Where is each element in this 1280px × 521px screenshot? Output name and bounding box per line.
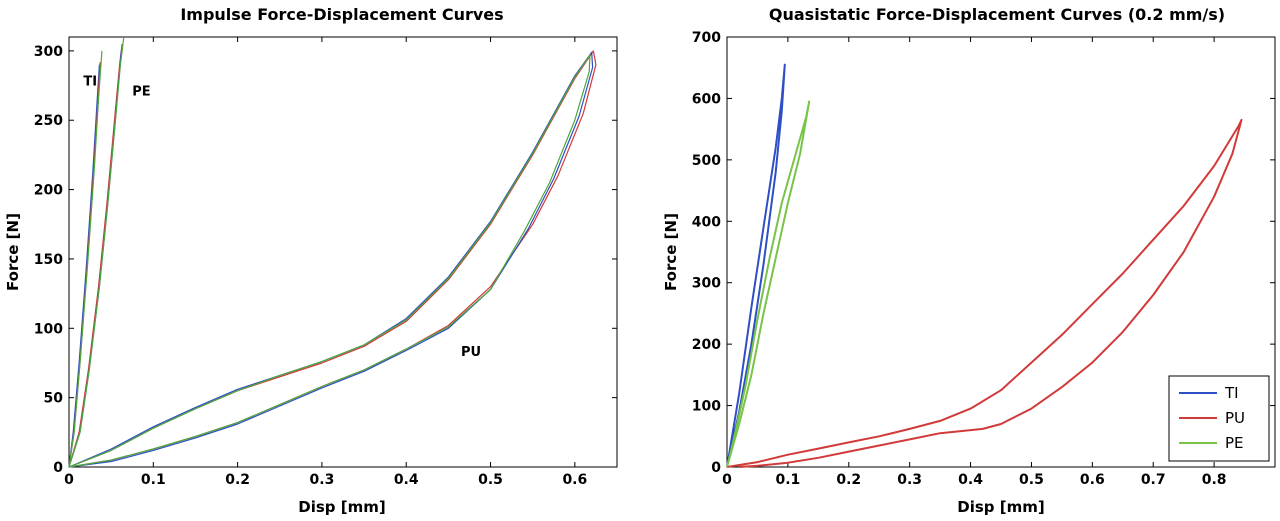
impulse-x-tick-label: 0.4	[394, 472, 419, 488]
quasistatic-y-tick-label: 500	[692, 153, 721, 169]
impulse-x-axis-label: Disp [mm]	[298, 498, 385, 516]
quasistatic-legend-label-ti: TI	[1224, 384, 1239, 402]
quasistatic-legend-label-pe: PE	[1225, 434, 1244, 452]
impulse-y-tick-label: 300	[34, 44, 63, 60]
quasistatic-x-tick-label: 0	[722, 472, 732, 488]
impulse-x-tick-label: 0.2	[225, 472, 250, 488]
impulse-annotation-ti: TI	[83, 75, 97, 90]
quasistatic-x-tick-label: 0.3	[897, 472, 922, 488]
impulse-x-tick-label: 0.5	[478, 472, 503, 488]
impulse-y-tick-label: 200	[34, 183, 63, 199]
quasistatic-y-tick-label: 100	[692, 399, 721, 415]
quasistatic-y-tick-label: 700	[692, 30, 721, 46]
quasistatic-x-tick-label: 0.6	[1080, 472, 1105, 488]
impulse-x-tick-label: 0	[64, 472, 74, 488]
quasistatic-series-pe-line	[726, 100, 811, 468]
quasistatic-y-tick-label: 400	[692, 214, 721, 230]
impulse-x-tick-label: 0.3	[310, 472, 335, 488]
impulse-annotation-pe: PE	[132, 84, 150, 99]
quasistatic-legend-label-pu: PU	[1225, 409, 1245, 427]
impulse-series-curve-6-line	[68, 50, 597, 468]
quasistatic-x-axis-label: Disp [mm]	[957, 498, 1044, 516]
impulse-series-curve-2-line	[68, 50, 103, 468]
quasistatic-legend: TI PU PE	[1168, 375, 1270, 462]
quasistatic-y-tick-label: 0	[711, 460, 721, 476]
impulse-series-curve-3-line	[68, 43, 123, 468]
quasistatic-y-tick-label: 300	[692, 276, 721, 292]
quasistatic-series-ti-line	[726, 63, 786, 468]
quasistatic-x-tick-label: 0.2	[836, 472, 861, 488]
impulse-x-tick-label: 0.6	[562, 472, 587, 488]
impulse-chart-title: Impulse Force-Displacement Curves	[180, 5, 503, 24]
quasistatic-y-tick-label: 200	[692, 337, 721, 353]
quasistatic-x-tick-label: 0.7	[1141, 472, 1166, 488]
quasistatic-plot-frame	[726, 36, 1276, 468]
impulse-annotation-group: TI PE PU	[83, 75, 481, 360]
impulse-chart: Impulse Force-Displacement Curves 0 0.1 0.…	[4, 5, 618, 516]
quasistatic-series-group	[726, 63, 1243, 468]
impulse-y-tick-label: 250	[34, 113, 63, 129]
quasistatic-x-tick-label: 0.4	[958, 472, 983, 488]
quasistatic-tick-group: 0 0.1 0.2 0.3 0.4 0.5 0.6 0.7 0.8 0 100 200 300 400 50…	[692, 30, 1275, 488]
impulse-tick-group: 0 0.1 0.2 0.3 0.4 0.5 0.6 0 50 100 150 200 250 300	[34, 37, 617, 488]
quasistatic-x-tick-label: 0.5	[1019, 472, 1044, 488]
quasistatic-x-tick-label: 0.8	[1202, 472, 1227, 488]
impulse-y-tick-label: 150	[34, 252, 63, 268]
impulse-series-group	[68, 36, 597, 468]
quasistatic-y-tick-label: 600	[692, 91, 721, 107]
impulse-series-curve-0-line	[68, 64, 100, 468]
impulse-y-axis-label: Force [N]	[4, 213, 22, 291]
impulse-series-curve-7-line	[68, 51, 594, 468]
quasistatic-chart: Quasistatic Force-Displacement Curves (0…	[662, 5, 1276, 516]
impulse-y-tick-label: 0	[53, 460, 63, 476]
impulse-y-tick-label: 100	[34, 321, 63, 337]
impulse-series-curve-5-line	[68, 36, 125, 468]
quasistatic-chart-title: Quasistatic Force-Displacement Curves (0…	[769, 5, 1225, 24]
impulse-annotation-pu: PU	[461, 345, 481, 360]
impulse-y-tick-label: 50	[44, 391, 64, 407]
quasistatic-x-tick-label: 0.1	[775, 472, 800, 488]
impulse-plot-frame	[68, 36, 618, 468]
quasistatic-y-axis-label: Force [N]	[662, 213, 680, 291]
impulse-x-tick-label: 0.1	[141, 472, 166, 488]
impulse-series-curve-8-line	[68, 54, 591, 468]
quasistatic-series-pu-line	[726, 118, 1243, 468]
